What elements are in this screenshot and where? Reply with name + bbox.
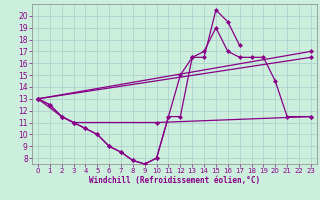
X-axis label: Windchill (Refroidissement éolien,°C): Windchill (Refroidissement éolien,°C) [89, 176, 260, 185]
